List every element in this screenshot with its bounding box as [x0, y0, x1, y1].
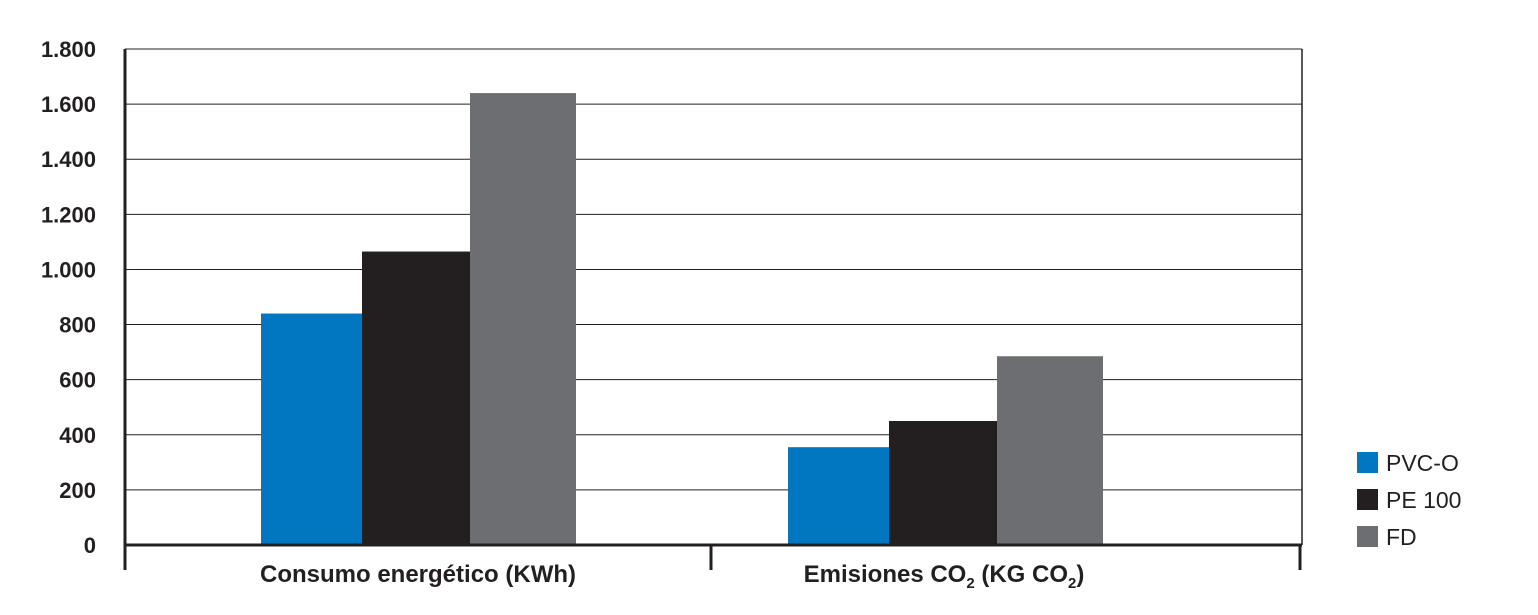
bar-3 — [997, 356, 1103, 545]
bars — [261, 93, 1103, 546]
legend-label: PE 100 — [1386, 487, 1461, 513]
legend: PVC-O PE 100 FD — [1357, 450, 1461, 550]
category-label-text: (KG CO — [975, 561, 1068, 588]
legend-label: PVC-O — [1386, 450, 1459, 476]
y-axis-ticks: 0 200 400 600 800 1.000 1.200 1.400 1.600 1.800 — [41, 37, 96, 558]
category-label: Consumo energético (KWh) — [260, 561, 576, 588]
category-label: Emisiones CO2 (KG CO2) — [804, 561, 1085, 592]
y-tick-label: 200 — [59, 478, 96, 503]
y-tick-label: 1.800 — [41, 37, 96, 62]
bar-2 — [889, 421, 997, 545]
subscript-text: 2 — [966, 575, 974, 592]
y-tick-label: 1.400 — [41, 147, 96, 172]
legend-swatch — [1357, 452, 1378, 473]
legend-swatch — [1357, 489, 1378, 510]
y-tick-label: 600 — [59, 368, 96, 393]
category-label-text: ) — [1076, 561, 1084, 588]
category-label-text: Emisiones CO — [804, 561, 967, 588]
subscript-text: 2 — [1068, 575, 1076, 592]
category-label-text: Consumo energético (KWh) — [260, 561, 576, 588]
y-tick-label: 1.600 — [41, 92, 96, 117]
bar-1 — [261, 313, 362, 545]
bar-3 — [470, 93, 576, 545]
bar-2 — [362, 251, 470, 546]
legend-label: FD — [1386, 524, 1417, 550]
y-tick-label: 800 — [59, 313, 96, 338]
y-tick-label: 1.200 — [41, 202, 96, 227]
bar-1 — [788, 447, 889, 545]
y-tick-label: 400 — [59, 423, 96, 448]
y-tick-label: 0 — [84, 533, 96, 558]
category-labels: Consumo energético (KWh) Emisiones CO2 (K… — [260, 561, 1084, 592]
axes — [123, 49, 1303, 570]
legend-swatch — [1357, 526, 1378, 547]
y-tick-label: 1.000 — [41, 257, 96, 282]
